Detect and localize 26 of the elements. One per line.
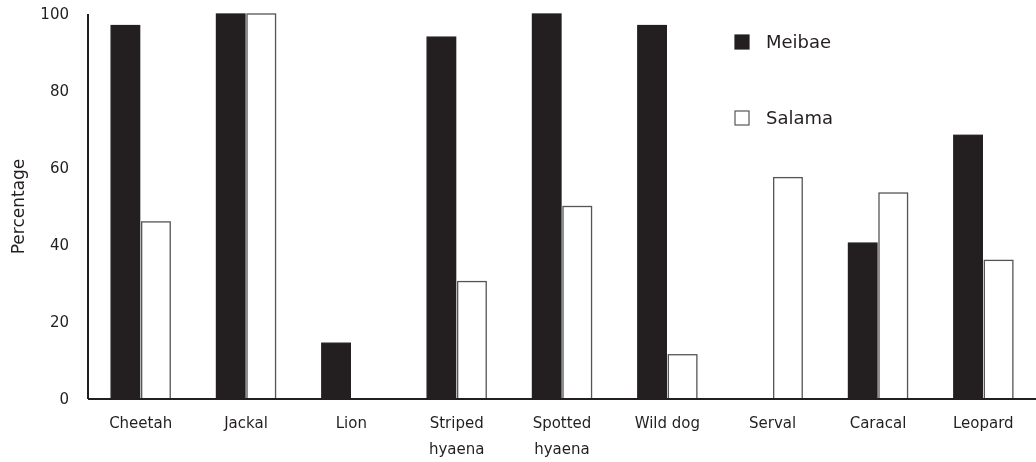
bar	[141, 221, 171, 400]
bar	[878, 192, 909, 400]
y-tick-label: 100	[40, 5, 69, 24]
bar	[773, 176, 803, 400]
x-tick-label: Serval	[749, 414, 797, 432]
bar	[667, 354, 698, 400]
bar	[246, 13, 277, 400]
y-tick-label: 0	[59, 390, 69, 409]
y-tick-label: 60	[49, 159, 69, 178]
x-tick-label: Wild dog	[634, 414, 701, 432]
x-tick-label: Lion	[335, 414, 367, 432]
x-tick-label: Leopard	[953, 414, 1014, 432]
bar	[457, 280, 487, 400]
x-tick-label: Caracal	[849, 414, 907, 432]
bar	[562, 205, 593, 400]
x-tick-label: Striped hyaena	[428, 414, 485, 458]
y-tick-label: 80	[49, 82, 69, 101]
y-tick-label: 20	[49, 313, 69, 332]
x-tick-label: Cheetah	[109, 414, 173, 432]
bar	[983, 259, 1014, 400]
x-tick-label: Spotted hyaena	[532, 414, 592, 458]
y-tick-label: 40	[49, 236, 69, 255]
legend-label: Meibae	[766, 31, 832, 53]
legend-label: Salama	[766, 107, 834, 129]
x-tick-label: Jackal	[223, 414, 268, 432]
y-axis-title: Percentage	[8, 158, 28, 255]
